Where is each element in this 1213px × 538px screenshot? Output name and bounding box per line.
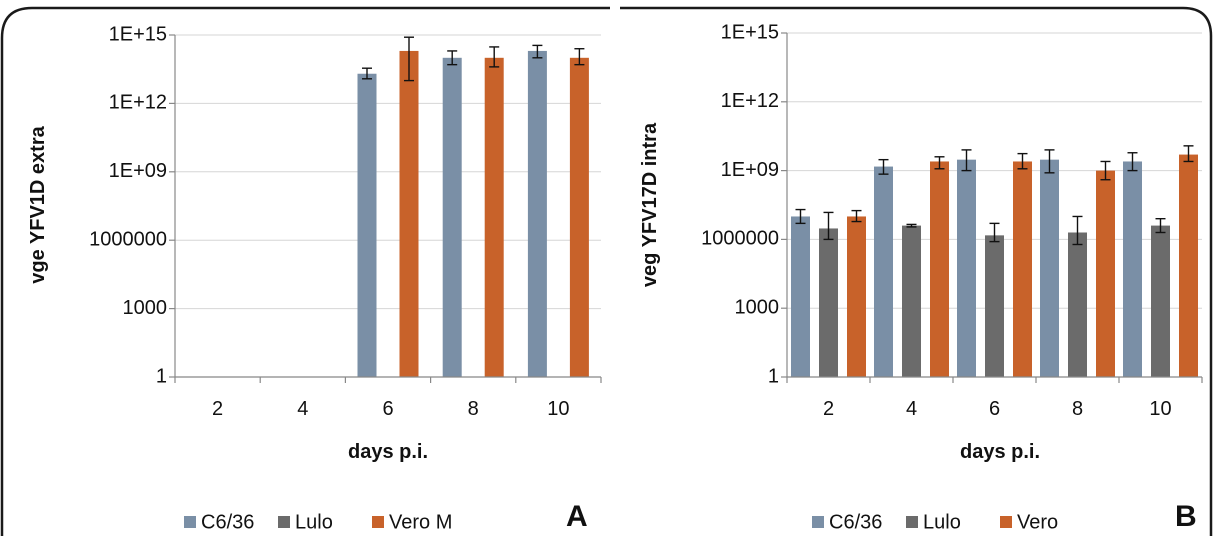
panel-b-bars (791, 145, 1198, 377)
panel-b-y-tick-labels: 1 1000 1000000 1E+09 1E+12 1E+15 (701, 21, 779, 387)
x-tick-label: 8 (1072, 398, 1083, 420)
bar-c6-36-day-8 (442, 57, 462, 378)
bar-c6-36-day-8 (1040, 159, 1059, 377)
bar-c6-36-day-6 (957, 159, 976, 377)
panel-b-letter: B (1175, 500, 1197, 533)
bar-lulo-day-4 (902, 225, 921, 377)
x-tick-label: 10 (1149, 398, 1171, 420)
y-tick-label: 1000000 (701, 228, 779, 250)
bar-vero-day-8 (1096, 170, 1115, 377)
x-tick-label: 6 (382, 398, 393, 420)
panel-a-axes (169, 34, 602, 383)
bar-vero-day-6 (1013, 161, 1032, 377)
bar-c6-36-day-6 (357, 73, 377, 378)
panel-a-y-axis-title: vge YFV1D extra (27, 125, 49, 283)
bar-vero-m-day-10 (569, 57, 589, 378)
bar-vero-m-day-6 (399, 50, 419, 377)
chart-panel-a: 1 1000 1000000 1E+09 1E+12 1E+15 2 4 6 8 10 vge Y… (0, 6, 610, 536)
y-tick-label: 1E+15 (721, 21, 779, 43)
y-tick-label: 1E+15 (109, 23, 167, 45)
legend-label-c6-36: C6/36 (201, 511, 254, 533)
bar-c6-36-day-2 (791, 216, 810, 377)
panel-a-y-tick-labels: 1 1000 1000000 1E+09 1E+12 1E+15 (89, 23, 167, 387)
y-tick-label: 1 (768, 365, 779, 387)
y-tick-label: 1E+12 (721, 90, 779, 112)
bar-c6-36-day-4 (874, 166, 893, 377)
bar-vero-day-10 (1179, 154, 1198, 377)
bar-vero-day-4 (930, 161, 949, 377)
bar-lulo-day-10 (1151, 225, 1170, 377)
panel-b-x-axis-title: days p.i. (960, 441, 1040, 463)
panel-a-legend: C6/36 Lulo Vero M (184, 511, 452, 533)
panel-b-x-tick-labels: 2 4 6 8 10 (823, 398, 1172, 420)
y-tick-label: 1000 (123, 297, 168, 319)
panel-b-legend: C6/36 Lulo Vero (812, 511, 1058, 533)
x-tick-label: 4 (297, 398, 308, 420)
x-tick-label: 10 (547, 398, 569, 420)
legend-swatch-c6-36 (184, 516, 196, 528)
legend-swatch-vero (1000, 516, 1012, 528)
bar-vero-day-2 (847, 216, 866, 377)
legend-swatch-vero-m (372, 516, 384, 528)
y-tick-label: 1E+09 (109, 160, 167, 182)
bar-c6-36-day-10 (1123, 161, 1142, 377)
bar-c6-36-day-10 (527, 50, 547, 377)
y-tick-label: 1E+12 (109, 92, 167, 114)
x-tick-label: 4 (906, 398, 917, 420)
x-tick-label: 6 (989, 398, 1000, 420)
x-tick-label: 8 (468, 398, 479, 420)
legend-label-lulo: Lulo (295, 511, 333, 533)
y-tick-label: 1000 (735, 296, 780, 318)
bar-lulo-day-2 (819, 228, 838, 377)
x-tick-label: 2 (823, 398, 834, 420)
bar-lulo-day-8 (1068, 232, 1087, 377)
legend-swatch-c6-36 (812, 516, 824, 528)
panel-a-x-tick-labels: 2 4 6 8 10 (212, 398, 569, 420)
bar-vero-m-day-8 (484, 57, 504, 378)
panel-a-x-axis-title: days p.i. (348, 441, 428, 463)
legend-swatch-lulo (906, 516, 918, 528)
bar-lulo-day-6 (985, 235, 1004, 377)
y-tick-label: 1000000 (89, 228, 167, 250)
legend-swatch-lulo (278, 516, 290, 528)
panel-b-frame (620, 6, 1213, 536)
legend-label-c6-36: C6/36 (829, 511, 882, 533)
panel-a-frame (0, 6, 610, 536)
x-tick-label: 2 (212, 398, 223, 420)
panel-b-axes (781, 32, 1203, 383)
panel-b-y-axis-title: veg YFV17D intra (639, 122, 661, 287)
y-tick-label: 1 (156, 365, 167, 387)
y-tick-label: 1E+09 (721, 159, 779, 181)
legend-label-vero: Vero (1017, 511, 1058, 533)
legend-label-lulo: Lulo (923, 511, 961, 533)
legend-label-vero-m: Vero M (389, 511, 452, 533)
chart-panel-b: 1 1000 1000000 1E+09 1E+12 1E+15 2 4 6 8 10 veg Y… (620, 6, 1213, 536)
panel-a-bars (357, 36, 589, 378)
panel-a-letter: A (566, 500, 588, 533)
